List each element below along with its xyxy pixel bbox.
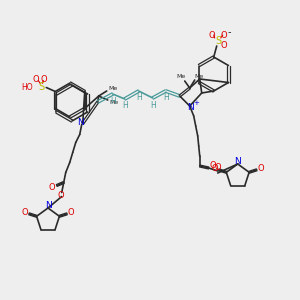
Text: O: O [220, 41, 227, 50]
Text: O: O [220, 31, 227, 40]
Text: O: O [57, 191, 64, 200]
Text: H: H [150, 100, 156, 109]
Text: HO: HO [22, 83, 33, 92]
Text: Me: Me [109, 100, 118, 104]
Text: O: O [68, 208, 74, 217]
Text: O: O [22, 208, 28, 217]
Text: Me: Me [194, 74, 203, 79]
Text: O: O [209, 160, 216, 169]
Text: H: H [136, 94, 142, 103]
Text: H: H [110, 97, 116, 106]
Text: O: O [33, 75, 40, 84]
Text: H: H [163, 94, 169, 103]
Text: Me: Me [176, 74, 185, 79]
Text: H: H [122, 101, 128, 110]
Text: S: S [38, 82, 44, 92]
Text: N: N [45, 200, 51, 209]
Text: O: O [48, 183, 55, 192]
Text: -: - [228, 27, 232, 37]
Text: O: O [208, 31, 215, 40]
Text: O: O [214, 163, 221, 172]
Text: N: N [77, 118, 84, 127]
Text: +: + [193, 100, 199, 106]
Text: O: O [257, 164, 264, 173]
Text: S: S [216, 36, 222, 46]
Text: N: N [234, 157, 241, 166]
Text: N: N [187, 103, 194, 112]
Text: O: O [41, 75, 48, 84]
Text: O: O [212, 164, 218, 173]
Text: Me: Me [108, 86, 117, 92]
